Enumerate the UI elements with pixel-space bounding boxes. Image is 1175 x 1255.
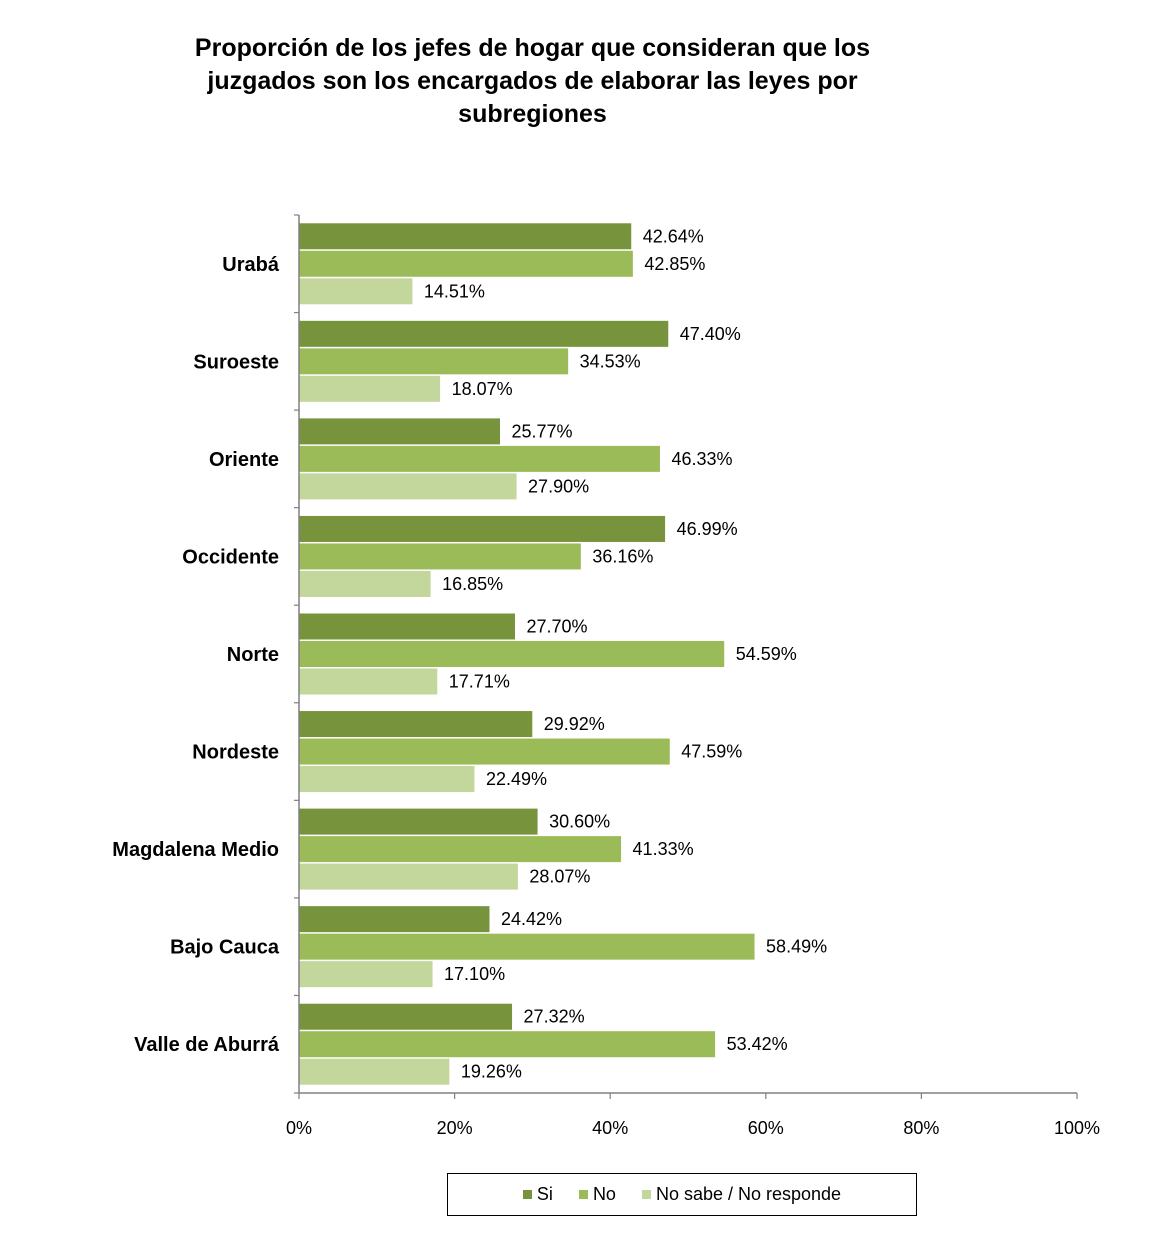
legend-label: No xyxy=(592,1184,616,1204)
data-label: 24.42% xyxy=(501,909,562,929)
data-label: 46.33% xyxy=(671,449,732,469)
x-tick-label: 40% xyxy=(592,1118,628,1138)
legend-label: No sabe / No responde xyxy=(655,1184,842,1204)
data-label: 17.10% xyxy=(444,964,505,984)
legend: Si No No sabe / No responde xyxy=(447,1173,917,1216)
bar-no-sabe-no-responde xyxy=(299,278,413,305)
data-label: 27.90% xyxy=(528,476,589,496)
data-label: 36.16% xyxy=(592,546,653,566)
value-labels-layer: 42.64% 42.85% 14.51% 47.40% 34.53% 18.07% 25.7… xyxy=(424,226,827,1081)
bar-no xyxy=(299,543,581,570)
data-label: 18.07% xyxy=(452,379,513,399)
bar-no xyxy=(299,738,670,765)
data-label: 34.53% xyxy=(580,351,641,371)
category-label: Occidente xyxy=(182,546,279,568)
bar-si xyxy=(299,711,533,738)
data-label: 41.33% xyxy=(633,839,694,859)
data-label: 17.71% xyxy=(449,672,510,692)
bar-no-sabe-no-responde xyxy=(299,863,518,890)
bar-si xyxy=(299,613,516,640)
data-label: 47.59% xyxy=(681,742,742,762)
bar-no xyxy=(299,348,569,375)
legend-item: Si xyxy=(522,1184,553,1205)
bar-no xyxy=(299,1031,716,1058)
bar-si xyxy=(299,418,500,445)
category-label: Oriente xyxy=(209,449,279,471)
data-label: 14.51% xyxy=(424,281,485,301)
bar-no xyxy=(299,933,755,960)
data-label: 28.07% xyxy=(529,867,590,887)
data-label: 19.26% xyxy=(461,1062,522,1082)
data-label: 42.85% xyxy=(644,254,705,274)
data-label: 29.92% xyxy=(544,714,605,734)
category-label: Suroeste xyxy=(193,351,279,373)
data-label: 27.32% xyxy=(524,1007,585,1027)
data-label: 47.40% xyxy=(680,324,741,344)
chart-title: Proporción de los jefes de hogar que con… xyxy=(194,34,871,128)
data-label: 22.49% xyxy=(486,769,547,789)
legend-item: No sabe / No responde xyxy=(641,1184,842,1205)
x-tick-label: 0% xyxy=(286,1118,312,1138)
category-label: Nordeste xyxy=(192,742,279,764)
data-label: 30.60% xyxy=(549,812,610,832)
x-tick-label: 100% xyxy=(1054,1118,1100,1138)
x-tick-label: 80% xyxy=(903,1118,939,1138)
x-tick-label: 60% xyxy=(748,1118,784,1138)
category-labels-layer: Urabá Suroeste Oriente Occidente Norte Nordes… xyxy=(112,254,280,1056)
bar-no xyxy=(299,641,725,667)
bar-si xyxy=(299,320,669,347)
data-label: 25.77% xyxy=(511,421,572,441)
category-label: Norte xyxy=(227,644,279,666)
data-label: 46.99% xyxy=(677,519,738,539)
bar-no-sabe-no-responde xyxy=(299,375,441,402)
bar-no xyxy=(299,836,622,863)
category-label: Valle de Aburrá xyxy=(134,1034,280,1056)
data-label: 42.64% xyxy=(643,226,704,246)
bar-no xyxy=(299,250,633,277)
bar-no-sabe-no-responde xyxy=(299,766,475,793)
data-label: 58.49% xyxy=(766,937,827,957)
x-tick-label: 20% xyxy=(437,1118,473,1138)
data-label: 54.59% xyxy=(736,644,797,664)
category-label: Magdalena Medio xyxy=(112,839,279,861)
bar-no xyxy=(299,445,660,472)
legend-label: Si xyxy=(536,1184,553,1204)
legend-item: No xyxy=(578,1184,616,1205)
bar-si xyxy=(299,906,490,933)
category-label: Urabá xyxy=(222,254,280,276)
bar-si xyxy=(299,1003,513,1030)
category-label: Bajo Cauca xyxy=(170,937,280,959)
axes-layer: 0% 20% 40% 60% 80% 100% xyxy=(286,214,1100,1138)
bar-si xyxy=(299,515,666,542)
bar-no-sabe-no-responde xyxy=(299,570,431,597)
legend-swatch xyxy=(522,1190,532,1199)
legend-swatch xyxy=(641,1190,651,1199)
bar-no-sabe-no-responde xyxy=(299,1058,450,1085)
data-label: 16.85% xyxy=(442,574,503,594)
data-label: 27.70% xyxy=(527,617,588,637)
bar-si xyxy=(299,223,632,250)
bar-no-sabe-no-responde xyxy=(299,473,517,500)
bar-no-sabe-no-responde xyxy=(299,668,438,695)
bars-layer xyxy=(299,223,755,1085)
legend-swatch xyxy=(578,1190,588,1199)
bar-no-sabe-no-responde xyxy=(299,961,433,988)
data-label: 53.42% xyxy=(727,1034,788,1054)
bar-si xyxy=(299,808,538,835)
